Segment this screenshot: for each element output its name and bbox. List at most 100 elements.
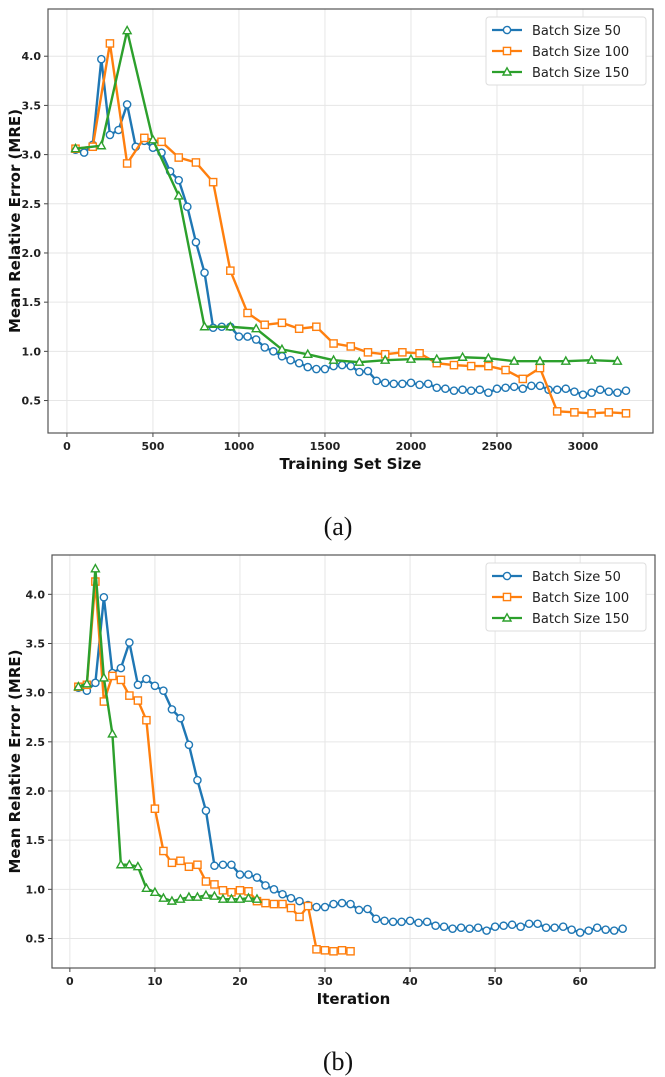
data-point xyxy=(303,362,313,372)
data-point xyxy=(70,143,81,153)
data-point xyxy=(441,384,450,394)
data-point xyxy=(174,175,184,185)
y-tick-label: 1.0 xyxy=(22,345,42,358)
data-point xyxy=(518,374,528,384)
data-point xyxy=(612,355,623,365)
data-point xyxy=(140,133,149,143)
data-point xyxy=(372,376,381,386)
y-axis-label: Mean Relative Error (MRE) xyxy=(6,650,24,874)
data-point xyxy=(354,356,365,366)
data-point xyxy=(552,385,562,395)
data-point xyxy=(516,922,525,932)
data-point xyxy=(398,379,407,389)
data-point xyxy=(320,364,330,374)
data-point xyxy=(501,612,513,622)
data-point xyxy=(201,877,211,886)
data-point xyxy=(108,671,117,681)
data-point xyxy=(346,361,356,371)
data-point xyxy=(527,381,536,391)
y-tick-label: 3.5 xyxy=(22,99,42,112)
data-point xyxy=(518,384,528,394)
data-point xyxy=(125,638,134,647)
data-point xyxy=(483,352,494,362)
data-point xyxy=(354,905,364,915)
data-point xyxy=(97,54,106,64)
data-point xyxy=(482,926,491,935)
data-point xyxy=(595,385,605,395)
data-point xyxy=(133,680,143,690)
series-batch-size-150 xyxy=(70,25,623,366)
legend-box xyxy=(485,562,647,632)
data-point xyxy=(535,381,545,391)
data-point xyxy=(269,885,279,894)
data-point xyxy=(166,895,178,905)
data-point xyxy=(561,384,571,394)
x-tick-label: 2500 xyxy=(482,440,513,453)
y-tick-label: 4.0 xyxy=(26,588,46,601)
data-point xyxy=(575,928,585,937)
data-point xyxy=(115,859,127,869)
data-point xyxy=(91,678,100,688)
data-point xyxy=(98,672,110,682)
data-point xyxy=(200,268,209,277)
data-point xyxy=(508,355,520,365)
data-point xyxy=(183,891,195,901)
data-point xyxy=(484,388,493,397)
y-axis-label: Mean Relative Error (MRE) xyxy=(6,109,24,333)
series-batch-size-100 xyxy=(71,39,631,418)
y-tick-label: 2.5 xyxy=(26,736,46,749)
data-point xyxy=(159,686,168,696)
data-point xyxy=(363,904,372,914)
data-point xyxy=(261,898,270,908)
data-point xyxy=(260,320,270,330)
y-tick-label: 0.5 xyxy=(22,395,42,408)
data-point xyxy=(276,343,288,354)
data-point xyxy=(422,917,432,927)
x-tick-label: 1500 xyxy=(310,440,341,453)
data-point xyxy=(251,893,263,903)
data-point xyxy=(312,902,321,912)
data-point xyxy=(99,592,109,602)
x-axis-label: Iteration xyxy=(317,990,391,1008)
data-point xyxy=(208,177,218,187)
data-point xyxy=(609,926,619,935)
data-point xyxy=(552,407,562,416)
data-point xyxy=(432,383,442,393)
data-point xyxy=(484,361,493,371)
data-point xyxy=(346,899,355,909)
data-point xyxy=(439,922,449,932)
data-point xyxy=(312,364,321,374)
data-point xyxy=(193,775,202,785)
data-point xyxy=(243,892,254,902)
data-point xyxy=(534,355,546,365)
caption: (b) xyxy=(323,1047,353,1076)
data-point xyxy=(124,859,135,869)
data-point xyxy=(501,383,510,393)
x-axis-label: Training Set Size xyxy=(280,455,422,473)
data-point xyxy=(524,919,534,929)
data-point xyxy=(225,321,236,331)
data-point xyxy=(337,360,347,370)
y-tick-label: 4.0 xyxy=(22,50,42,63)
data-point xyxy=(329,946,338,956)
data-point xyxy=(397,917,406,927)
data-point xyxy=(587,409,596,418)
data-point xyxy=(431,353,442,363)
y-tick-label: 3.0 xyxy=(22,149,42,162)
data-point xyxy=(501,365,510,375)
data-point xyxy=(448,924,457,933)
data-point xyxy=(142,715,151,725)
legend: Batch Size 50 Batch Size 100 Batch Size 15… xyxy=(485,16,647,86)
data-point xyxy=(621,409,631,418)
y-tick-label: 3.5 xyxy=(26,638,46,651)
data-point xyxy=(125,691,134,700)
data-point xyxy=(227,860,236,870)
data-point xyxy=(201,806,211,815)
data-point xyxy=(466,361,476,371)
data-point xyxy=(141,882,152,893)
y-tick-label: 2.0 xyxy=(26,785,46,798)
data-point xyxy=(379,354,391,364)
data-point xyxy=(184,740,194,750)
data-point xyxy=(570,387,579,396)
